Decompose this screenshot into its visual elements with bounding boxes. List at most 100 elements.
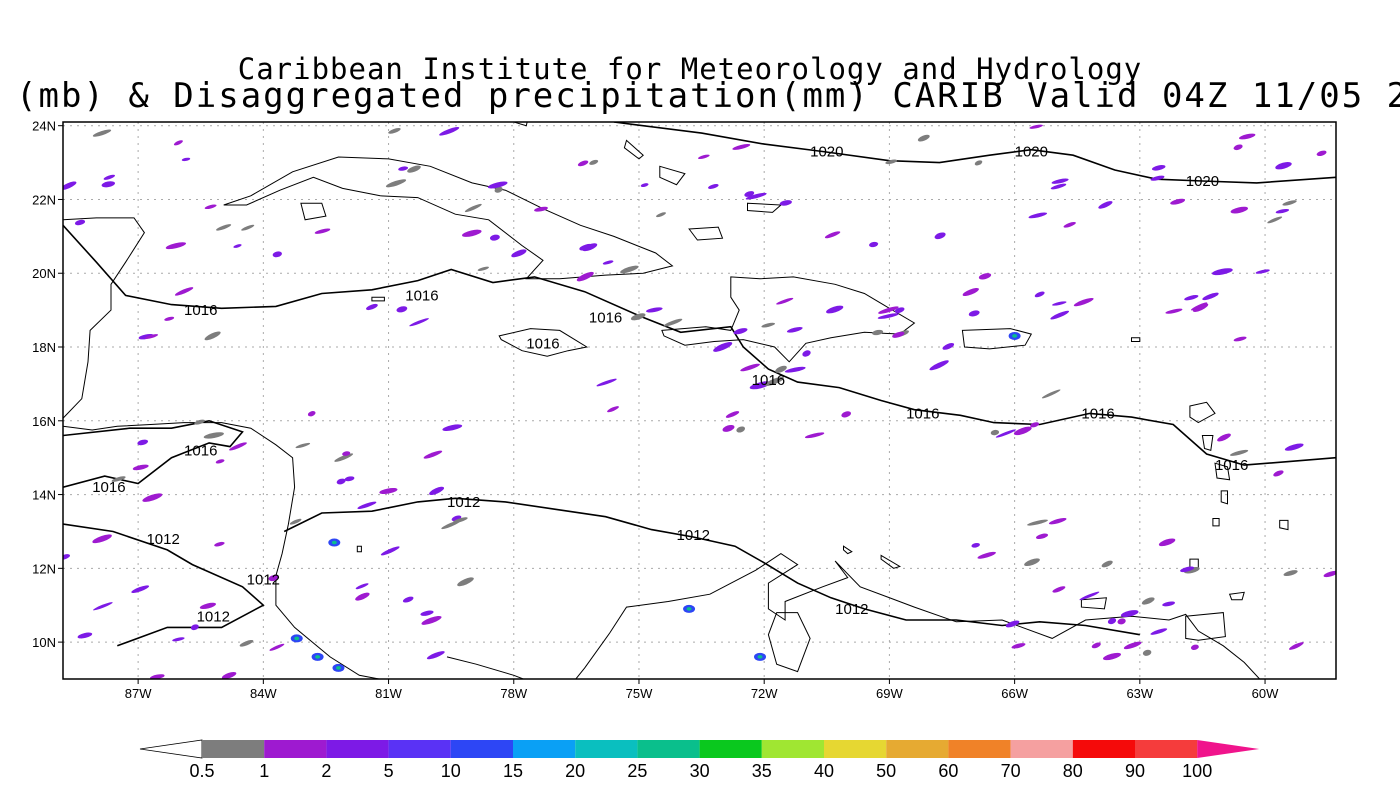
precip-cell <box>1024 558 1040 567</box>
precip-cell <box>402 596 414 603</box>
precip-cell <box>878 306 899 314</box>
precip-cell <box>1190 302 1208 311</box>
precip-cell <box>761 322 776 328</box>
precip-cell <box>439 127 460 136</box>
dominica-coast <box>1201 435 1214 451</box>
precip-cell <box>663 318 683 327</box>
lat-tick-label: 20N <box>32 266 56 281</box>
precip-cell <box>1230 206 1249 214</box>
precip-cell <box>137 439 149 446</box>
precip-cell <box>173 140 183 146</box>
precip-cell <box>1275 162 1292 170</box>
precip-cell <box>289 518 302 525</box>
precip-cell <box>802 350 811 357</box>
precip-cell <box>1255 269 1270 274</box>
precip-cell <box>620 265 639 274</box>
colorbar-label: 60 <box>938 761 958 781</box>
precip-cell <box>977 551 996 559</box>
precip-cell <box>779 200 792 206</box>
precip-cell <box>1035 533 1049 540</box>
lat-tick-label: 22N <box>32 192 56 207</box>
precip-cell <box>150 674 165 679</box>
precip-cell <box>929 360 949 371</box>
colorbar-swatch <box>513 740 576 758</box>
precip-cell <box>582 243 598 252</box>
colorbar-swatch <box>761 740 824 758</box>
colorbar-swatch <box>202 740 265 758</box>
precip-cell <box>1091 642 1101 649</box>
precip-cell <box>487 181 508 189</box>
turks-caicos-coast <box>747 202 783 213</box>
precip-cell <box>1283 570 1298 577</box>
precip-cell <box>1107 618 1117 625</box>
lon-tick-label: 69W <box>876 686 903 701</box>
colorbar-swatch <box>948 740 1011 758</box>
isobar-label: 1012 <box>835 601 868 618</box>
precip-cell <box>942 343 955 350</box>
precip-cell <box>295 442 311 449</box>
precip-cell <box>423 450 443 459</box>
colorbar-label: 35 <box>752 761 772 781</box>
lat-tick-label: 18N <box>32 340 56 355</box>
map-background <box>63 122 1336 679</box>
precip-cell <box>464 203 482 213</box>
isobar-label: 1012 <box>247 571 280 588</box>
precip-cell <box>442 424 463 431</box>
colorbar-swatch <box>1072 740 1135 758</box>
precip-cell <box>92 129 112 137</box>
precip-cell <box>426 651 445 660</box>
map-content <box>63 122 1336 679</box>
isobar-1012-west <box>63 523 265 647</box>
precip-cell <box>420 610 434 616</box>
precip-cell <box>268 575 279 582</box>
precip-cell <box>1184 566 1200 574</box>
title-line-1: Caribbean Institute for Meteorology and … <box>237 52 1143 86</box>
precip-cell <box>877 313 899 319</box>
precip-cell <box>142 493 163 502</box>
precip-cell <box>1150 628 1168 635</box>
isobar-label: 1016 <box>526 335 559 352</box>
isobar-label: 1012 <box>447 494 480 511</box>
margarita-coast <box>1080 597 1108 610</box>
precip-cell <box>388 128 401 134</box>
precip-cell <box>1275 209 1290 214</box>
precip-cell <box>511 249 527 258</box>
precip-cell <box>978 273 992 280</box>
precip-cell <box>826 305 844 314</box>
isobar-1016-north <box>63 224 1336 466</box>
precip-cell <box>1323 570 1336 578</box>
precip-cell <box>602 260 614 265</box>
precip-cell <box>181 157 191 162</box>
precip-cell <box>342 451 351 456</box>
colorbar-swatch <box>388 740 451 758</box>
precip-cell <box>452 517 468 523</box>
martinique-coast <box>1214 462 1231 481</box>
isobar-label: 1016 <box>1215 457 1248 474</box>
lat-tick-label: 10N <box>32 635 56 650</box>
colorbar-swatch <box>450 740 513 758</box>
precip-cell <box>1052 301 1067 306</box>
precip-cell <box>1011 643 1026 649</box>
precip-cell <box>872 329 884 336</box>
precip-cell <box>355 583 369 590</box>
precip-cell <box>336 478 346 485</box>
precip-cell <box>1190 644 1199 651</box>
precip-cell <box>776 297 794 305</box>
precip-cell <box>534 206 548 212</box>
colorbar-label: 40 <box>814 761 834 781</box>
precip-cell <box>357 501 377 509</box>
lon-tick-label: 84W <box>250 686 277 701</box>
coastlines <box>63 122 1289 679</box>
stvincent-coast <box>1212 518 1220 527</box>
precip-cell <box>1192 303 1209 312</box>
colorbar-label: 80 <box>1063 761 1083 781</box>
precip-cell <box>194 419 205 425</box>
colorbar-label: 90 <box>1125 761 1145 781</box>
precip-cell <box>749 381 772 390</box>
colorbar-label: 5 <box>384 761 394 781</box>
colorbar-swatch <box>1135 740 1198 758</box>
precip-cell <box>596 378 617 387</box>
precip-core <box>686 607 692 611</box>
colorbar-label: 50 <box>876 761 896 781</box>
precip-cell <box>1238 133 1256 140</box>
